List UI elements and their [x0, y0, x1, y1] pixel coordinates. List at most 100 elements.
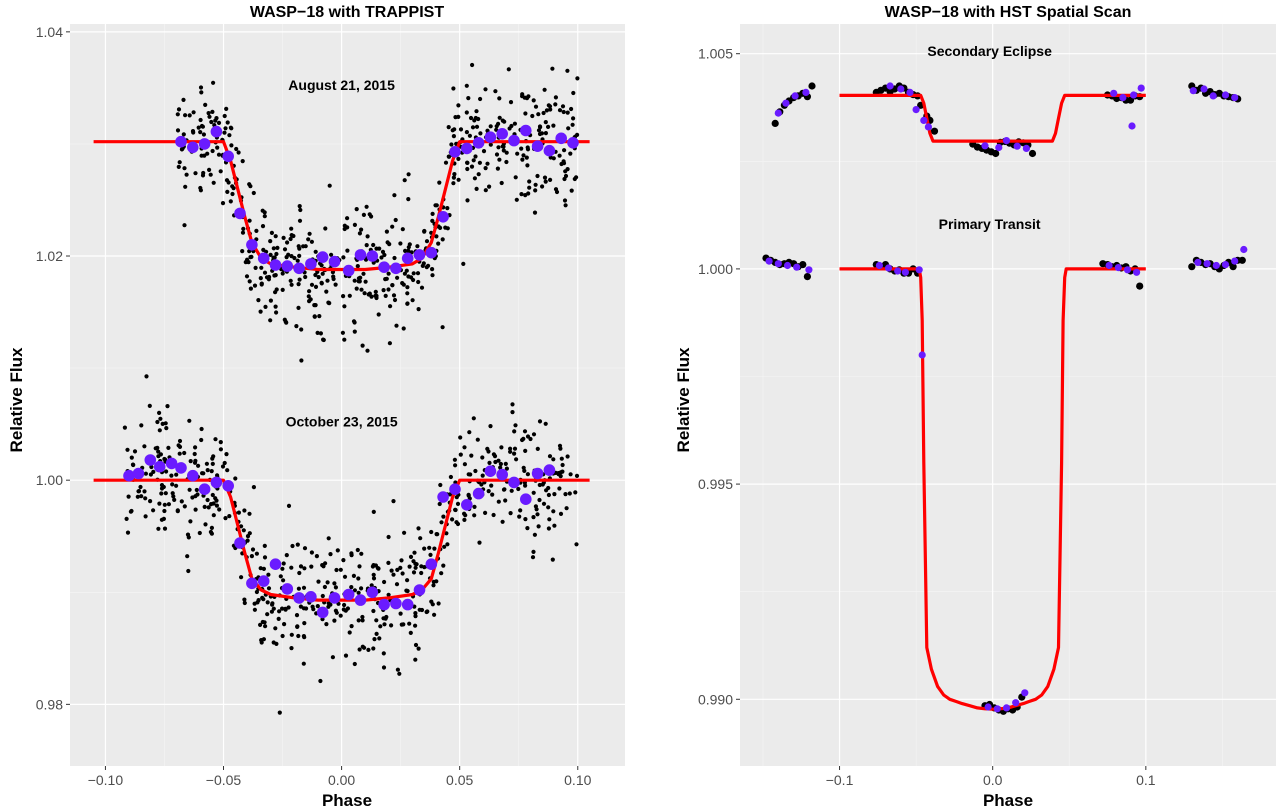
- raw-point: [247, 511, 252, 516]
- raw-point: [513, 175, 518, 180]
- raw-point: [467, 430, 472, 435]
- raw-point: [475, 437, 480, 442]
- raw-point: [223, 516, 228, 521]
- raw-point: [263, 624, 268, 629]
- raw-point: [286, 605, 291, 610]
- raw-point: [533, 182, 538, 187]
- raw-point: [283, 606, 288, 611]
- raw-point: [466, 472, 471, 477]
- raw-point: [466, 493, 471, 498]
- raw-point: [242, 597, 247, 602]
- data-point-purple: [1002, 704, 1011, 712]
- binned-point: [378, 261, 390, 274]
- raw-point: [352, 320, 357, 325]
- raw-point: [447, 154, 452, 159]
- raw-point: [382, 579, 387, 585]
- raw-point: [552, 492, 557, 497]
- raw-point: [451, 86, 456, 91]
- binned-point: [257, 575, 270, 587]
- raw-point: [392, 193, 397, 198]
- raw-point: [453, 115, 458, 120]
- raw-point: [328, 552, 333, 557]
- raw-point: [177, 451, 182, 456]
- raw-point: [324, 622, 329, 627]
- raw-point: [186, 568, 191, 574]
- raw-point: [439, 520, 444, 525]
- raw-point: [240, 230, 246, 235]
- binned-point: [401, 252, 414, 265]
- raw-point: [132, 449, 138, 454]
- raw-point: [260, 595, 265, 601]
- raw-point: [574, 542, 579, 547]
- raw-point: [405, 301, 410, 306]
- raw-point: [561, 109, 566, 115]
- raw-point: [329, 252, 334, 257]
- raw-point: [161, 516, 166, 522]
- raw-point: [522, 429, 528, 434]
- raw-point: [419, 285, 425, 290]
- raw-point: [445, 542, 450, 547]
- raw-point: [462, 511, 467, 516]
- raw-point: [176, 443, 181, 448]
- raw-point: [488, 424, 493, 429]
- raw-point: [551, 156, 556, 161]
- raw-point: [451, 175, 456, 180]
- raw-point: [222, 113, 227, 119]
- raw-point: [313, 249, 318, 254]
- raw-point: [289, 226, 294, 231]
- raw-point: [298, 207, 303, 213]
- raw-point: [182, 450, 187, 456]
- raw-point: [176, 107, 182, 112]
- raw-point: [306, 237, 311, 242]
- raw-point: [248, 286, 253, 291]
- raw-point: [307, 289, 312, 294]
- raw-point: [568, 472, 573, 477]
- raw-point: [560, 462, 565, 468]
- raw-point: [316, 579, 321, 584]
- raw-point: [251, 190, 256, 196]
- raw-point: [488, 124, 493, 129]
- raw-point: [508, 449, 513, 454]
- raw-point: [500, 519, 505, 524]
- data-point-purple: [1123, 266, 1132, 274]
- raw-point: [342, 304, 347, 309]
- raw-point: [402, 530, 407, 535]
- raw-point: [514, 197, 519, 202]
- y-axis-label-hst: Relative Flux: [674, 347, 693, 452]
- raw-point: [349, 585, 354, 590]
- binned-point: [269, 558, 282, 570]
- raw-point: [151, 469, 156, 474]
- raw-point: [181, 132, 186, 137]
- data-point-purple: [906, 88, 914, 96]
- raw-point: [573, 490, 578, 495]
- raw-point: [361, 212, 366, 217]
- raw-point: [352, 222, 357, 227]
- raw-point: [355, 264, 360, 269]
- y-tick-label: 0.98: [36, 696, 63, 712]
- raw-point: [437, 180, 442, 185]
- binned-point: [449, 146, 461, 158]
- raw-point: [157, 410, 162, 415]
- raw-point: [143, 514, 148, 519]
- raw-point: [458, 452, 463, 457]
- raw-point: [268, 252, 273, 257]
- raw-point: [498, 461, 503, 467]
- raw-point: [371, 242, 376, 248]
- raw-point: [286, 503, 292, 508]
- raw-point: [151, 508, 156, 513]
- raw-point: [209, 531, 214, 536]
- raw-point: [570, 122, 575, 127]
- raw-point: [197, 530, 202, 536]
- raw-point: [320, 271, 325, 276]
- raw-point: [428, 552, 433, 558]
- raw-point: [309, 550, 314, 555]
- raw-point: [360, 343, 365, 348]
- raw-point: [220, 464, 226, 469]
- raw-point: [544, 108, 550, 113]
- raw-point: [523, 448, 528, 453]
- raw-point: [464, 83, 469, 88]
- raw-point: [163, 421, 168, 426]
- binned-point: [401, 598, 414, 611]
- binned-point: [132, 467, 145, 480]
- raw-point: [540, 184, 545, 189]
